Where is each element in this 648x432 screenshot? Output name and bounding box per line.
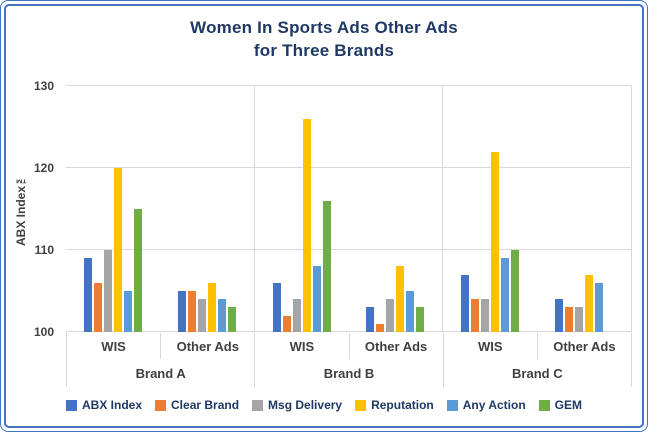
legend-swatch	[446, 399, 458, 411]
bar-abx-index	[366, 307, 375, 332]
y-tick-label: 100	[33, 325, 54, 339]
legend-item: ABX Index	[66, 398, 142, 412]
category-label: Other Ads	[176, 338, 239, 354]
bar-abx-index	[555, 299, 564, 332]
brand-label: Brand A	[135, 365, 186, 381]
legend-swatch	[538, 399, 550, 411]
legend: ABX Index Clear Brand Msg Delivery Reputati…	[6, 398, 642, 412]
bar-abx-index	[83, 258, 92, 332]
bar-any-action	[406, 291, 415, 332]
bar-gem	[227, 307, 236, 332]
legend-label: ABX Index	[82, 398, 143, 412]
bar-msg-delivery	[292, 299, 301, 332]
legend-swatch	[355, 399, 367, 411]
category-label: WIS	[67, 333, 162, 359]
chart-title: Women In Sports Ads Other Ads for Three …	[6, 16, 642, 62]
legend-swatch	[155, 399, 167, 411]
legend-label: Clear Brand	[171, 398, 240, 412]
y-tick-label: 110	[34, 243, 54, 257]
bar-abx-index	[272, 282, 281, 332]
category-label-row: WIS Other Ads	[67, 333, 254, 359]
x-axis-labels: WIS Other Ads Brand A WIS Other Ads Brand B WI…	[66, 333, 632, 387]
legend-swatch	[66, 399, 77, 411]
brand-label: Brand C	[512, 365, 563, 381]
bar-group	[66, 86, 160, 332]
bar-reputation	[302, 118, 311, 332]
brand-label: Brand B	[323, 365, 375, 381]
bar-reputation	[491, 151, 500, 332]
chart-canvas: Women In Sports Ads Other Ads for Three …	[4, 4, 644, 428]
bar-clear-brand	[93, 282, 102, 332]
legend-item: GEM	[538, 398, 582, 412]
legend-label: GEM	[554, 398, 582, 412]
legend-label: Reputation	[371, 398, 434, 412]
legend-swatch	[252, 399, 264, 411]
chart-title-line2: for Three Brands	[253, 41, 395, 60]
bar-group	[255, 86, 349, 332]
bar-msg-delivery	[386, 299, 395, 332]
bar-group	[349, 86, 443, 332]
y-tick-label: 130	[33, 79, 54, 93]
bar-msg-delivery	[481, 299, 490, 332]
bar-clear-brand	[282, 315, 291, 332]
bar-any-action	[595, 282, 604, 332]
bar-group	[160, 86, 254, 332]
legend-item: Reputation	[355, 398, 434, 412]
category-label-row: WIS Other Ads	[255, 333, 442, 359]
bar-any-action	[501, 258, 510, 332]
bar-clear-brand	[471, 299, 480, 332]
bar-gem	[416, 307, 425, 332]
category-label: WIS	[255, 333, 350, 359]
bar-msg-delivery	[103, 250, 112, 332]
y-tick-label: 120	[33, 161, 54, 175]
bar-reputation	[396, 266, 405, 332]
bar-reputation	[207, 282, 216, 332]
plot-area	[66, 85, 633, 332]
gridline	[66, 331, 632, 332]
bar-reputation	[113, 168, 122, 332]
category-label-row: WIS Other Ads	[444, 333, 631, 359]
bar-gem	[322, 200, 331, 332]
category-label: Other Ads	[553, 338, 616, 354]
brand-panel	[66, 86, 255, 332]
bar-any-action	[217, 299, 226, 332]
bar-clear-brand	[376, 323, 385, 332]
bar-abx-index	[461, 274, 470, 332]
bar-gem	[133, 209, 142, 332]
bar-group	[537, 86, 631, 332]
bar-msg-delivery	[197, 299, 206, 332]
bar-group	[443, 86, 537, 332]
axis-panel: WIS Other Ads Brand B	[255, 333, 444, 387]
gridline	[66, 167, 632, 168]
axis-panel: WIS Other Ads Brand C	[444, 333, 632, 387]
category-label: Other Ads	[364, 338, 428, 354]
bar-abx-index	[177, 291, 186, 332]
brand-panel	[255, 86, 444, 332]
legend-label: Msg Delivery	[268, 398, 343, 412]
bar-gem	[511, 250, 520, 332]
bar-clear-brand	[187, 291, 196, 332]
y-axis-ticks: 100 110 120 130	[6, 79, 62, 339]
legend-item: Msg Delivery	[252, 398, 342, 412]
axis-panel: WIS Other Ads Brand A	[66, 333, 256, 387]
bar-clear-brand	[565, 307, 574, 332]
bar-msg-delivery	[575, 307, 584, 332]
chart-title-line1: Women In Sports Ads Other Ads	[190, 18, 458, 37]
legend-item: Clear Brand	[155, 398, 239, 412]
legend-label: Any Action	[462, 398, 526, 412]
gridline	[66, 85, 632, 86]
legend-item: Any Action	[446, 398, 526, 412]
gridline	[66, 249, 632, 250]
category-label: WIS	[444, 333, 538, 359]
bar-any-action	[312, 266, 321, 332]
brand-panel	[443, 86, 633, 332]
bar-reputation	[585, 274, 594, 332]
bar-any-action	[123, 291, 132, 332]
